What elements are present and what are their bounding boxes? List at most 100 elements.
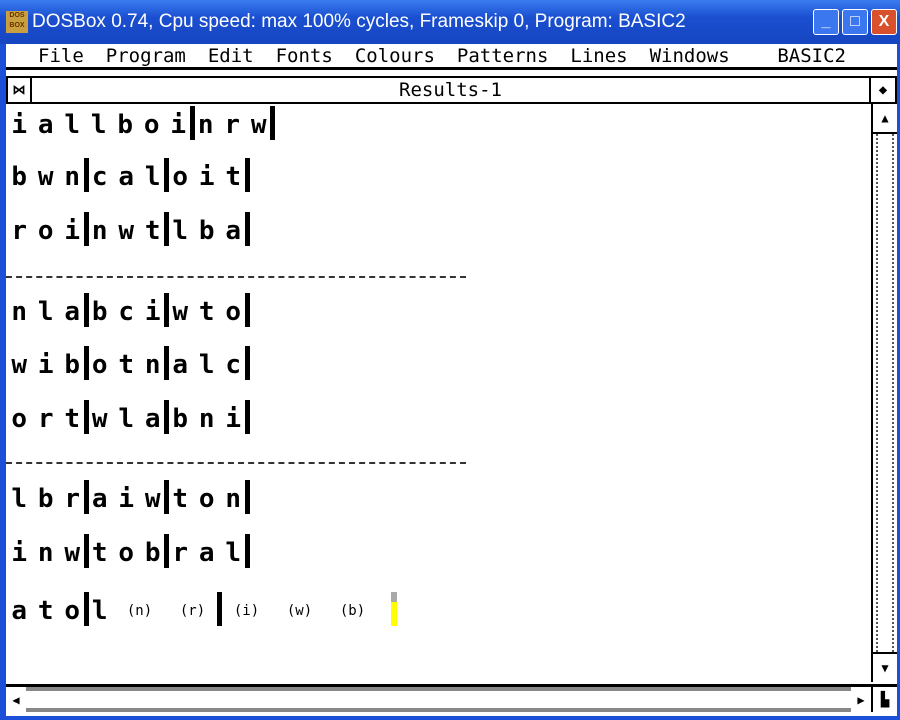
letter-cell: i	[144, 297, 161, 327]
letter-cell: t	[172, 484, 189, 514]
letter-cell: o	[225, 297, 242, 327]
letter-cell: (w)	[286, 603, 313, 619]
letter-cell: a	[118, 162, 135, 192]
separator-bar	[83, 534, 89, 568]
separator-bar	[244, 346, 250, 380]
letter-cell: i	[225, 404, 242, 434]
letter-cell: t	[91, 538, 108, 568]
vertical-scrollbar[interactable]: ▲ ▼	[871, 104, 897, 682]
letter-cell: i	[198, 162, 215, 192]
letter-cell: o	[118, 538, 135, 568]
letter-cell: w	[172, 297, 189, 327]
scroll-up-icon[interactable]: ▲	[873, 104, 897, 134]
separator-bar	[83, 592, 89, 626]
letter-cell: b	[64, 350, 81, 380]
menu-windows[interactable]: Windows	[649, 44, 730, 67]
letter-cell: l	[64, 110, 81, 140]
letter-cell: r	[37, 404, 54, 434]
separator-bar	[83, 480, 89, 514]
separator-bar	[244, 293, 250, 327]
letter-cell: b	[11, 162, 28, 192]
horizontal-scrollbar[interactable]: ◀ ▶ ▙	[6, 684, 897, 712]
letter-cell: t	[64, 404, 81, 434]
letter-cell: l	[198, 350, 215, 380]
scroll-down-icon[interactable]: ▼	[873, 652, 897, 682]
separator-bar	[83, 158, 89, 192]
dashed-separator	[6, 462, 466, 465]
results-window-header: ⋈ Results-1 ◆	[6, 76, 897, 104]
letter-cell: (b)	[339, 603, 366, 619]
letter-cell: n	[144, 350, 161, 380]
menu-fonts[interactable]: Fonts	[275, 44, 333, 67]
separator-bar	[164, 158, 169, 192]
letter-cell: l	[118, 404, 135, 434]
letter-cell: a	[37, 110, 54, 140]
letter-cell: i	[11, 538, 28, 568]
separator-bar	[164, 534, 169, 568]
separator-bar	[164, 212, 169, 246]
menu-edit[interactable]: Edit	[207, 44, 254, 67]
horizontal-scroll-track[interactable]	[26, 687, 851, 712]
letter-cell: a	[91, 484, 108, 514]
menu-file[interactable]: File	[38, 44, 84, 67]
scroll-right-icon[interactable]: ▶	[857, 692, 865, 707]
letter-cell: b	[172, 404, 189, 434]
close-button[interactable]: X	[871, 9, 897, 35]
menu-lines[interactable]: Lines	[570, 44, 628, 67]
letter-cell: l	[225, 538, 242, 568]
close-window-icon[interactable]: ⋈	[8, 78, 32, 102]
letter-cell: t	[144, 216, 161, 246]
letter-cell: o	[64, 596, 81, 626]
letter-cell: a	[172, 350, 189, 380]
fullsize-icon[interactable]: ◆	[869, 78, 895, 102]
results-window-title[interactable]: Results-1	[399, 79, 502, 101]
letter-cell: n	[64, 162, 81, 192]
letter-cell: i	[118, 484, 135, 514]
letter-cell: w	[144, 484, 161, 514]
letter-cell: l	[91, 596, 108, 626]
letter-cell: (r)	[179, 603, 206, 619]
menu-patterns[interactable]: Patterns	[456, 44, 549, 67]
vertical-scroll-track[interactable]	[876, 134, 894, 652]
letter-cell: b	[91, 297, 108, 327]
letter-cell: o	[172, 162, 189, 192]
maximize-button[interactable]: □	[842, 9, 868, 35]
letter-cell: l	[172, 216, 189, 246]
letter-cell: l	[11, 484, 28, 514]
separator-bar	[83, 400, 89, 434]
letter-cell: i	[170, 110, 187, 140]
letter-cell: w	[37, 162, 54, 192]
minimize-button[interactable]: _	[813, 9, 839, 35]
dashed-separator	[6, 276, 466, 279]
menu-basic2[interactable]: BASIC2	[777, 44, 846, 67]
letter-cell: w	[250, 110, 267, 140]
letter-cell: w	[91, 404, 108, 434]
letter-cell: a	[198, 538, 215, 568]
text-cursor	[391, 592, 397, 626]
separator-bar	[244, 534, 250, 568]
resize-icon[interactable]: ▙	[871, 687, 897, 712]
letter-cell: o	[11, 404, 28, 434]
gem-desktop: File Program Edit Fonts Colours Patterns…	[6, 44, 897, 716]
scroll-left-icon[interactable]: ◀	[12, 692, 20, 707]
menu-bar: File Program Edit Fonts Colours Patterns…	[6, 44, 897, 70]
menu-colours[interactable]: Colours	[354, 44, 435, 67]
letter-cell: b	[37, 484, 54, 514]
letter-cell: a	[225, 216, 242, 246]
letter-cell: w	[118, 216, 135, 246]
separator-bar	[244, 480, 250, 514]
letter-cell: b	[144, 538, 161, 568]
letter-cell: n	[225, 484, 242, 514]
letter-cell: o	[198, 484, 215, 514]
letter-cell: n	[11, 297, 28, 327]
separator-bar	[164, 293, 169, 327]
letter-cell: l	[90, 110, 107, 140]
letter-cell: w	[64, 538, 81, 568]
menu-program[interactable]: Program	[105, 44, 186, 67]
letter-cell: a	[144, 404, 161, 434]
